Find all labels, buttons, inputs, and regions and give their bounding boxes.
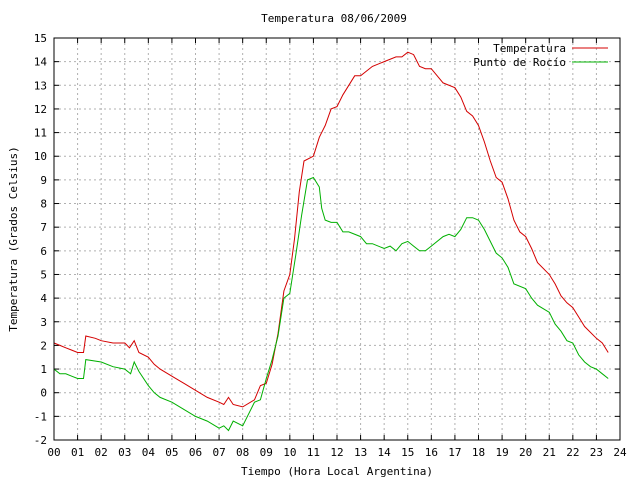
y-tick-label: -2	[34, 434, 47, 447]
y-tick-label: 9	[40, 174, 47, 187]
x-tick-label: 24	[613, 446, 627, 459]
x-tick-label: 01	[71, 446, 84, 459]
x-tick-label: 21	[543, 446, 556, 459]
legend: Temperatura Punto de Rocío	[473, 42, 608, 69]
x-tick-label: 15	[401, 446, 414, 459]
x-tick-label: 03	[118, 446, 131, 459]
y-tick-label: 5	[40, 268, 47, 281]
x-tick-label: 10	[283, 446, 296, 459]
x-tick-label: 09	[260, 446, 273, 459]
x-tick-label: 22	[566, 446, 579, 459]
x-tick-label: 17	[448, 446, 461, 459]
y-tick-label: 1	[40, 363, 47, 376]
x-axis-title: Tiempo (Hora Local Argentina)	[241, 465, 433, 478]
legend-label-temperatura: Temperatura	[493, 42, 566, 55]
y-tick-label: 7	[40, 221, 47, 234]
temperatura-line	[53, 51, 609, 408]
punto-de-rocio-line	[53, 176, 609, 432]
x-tick-label: 11	[307, 446, 320, 459]
x-tick-label: 04	[142, 446, 156, 459]
y-tick-label: 3	[40, 316, 47, 329]
y-tick-label: 15	[34, 32, 47, 45]
y-tick-label: 2	[40, 339, 47, 352]
chart-title: Temperatura 08/06/2009	[261, 12, 407, 25]
grid	[54, 38, 620, 440]
y-axis-title: Temperatura (Grados Celsius)	[7, 146, 20, 331]
y-tick-label: 14	[34, 56, 48, 69]
x-tick-label: 14	[378, 446, 392, 459]
x-tick-label: 02	[95, 446, 108, 459]
y-tick-label: 13	[34, 79, 47, 92]
x-tick-label: 20	[519, 446, 532, 459]
series-layer	[53, 51, 609, 432]
y-tick-label: 11	[34, 127, 47, 140]
x-axis-ticks: 00 01 02 03 04 05 06 07 08 09 10 11 12 13 14 15 16 17 18 19…	[47, 38, 627, 459]
y-tick-label: 12	[34, 103, 47, 116]
x-tick-label: 00	[47, 446, 60, 459]
x-tick-label: 18	[472, 446, 485, 459]
y-tick-label: 8	[40, 198, 47, 211]
y-tick-label: 4	[40, 292, 47, 305]
y-tick-label: 10	[34, 150, 47, 163]
y-tick-label: 6	[40, 245, 47, 258]
x-tick-label: 13	[354, 446, 367, 459]
y-tick-label: 0	[40, 387, 47, 400]
plot-area-border	[53, 37, 621, 441]
x-tick-label: 23	[590, 446, 603, 459]
x-tick-label: 06	[189, 446, 202, 459]
x-tick-label: 05	[165, 446, 178, 459]
x-tick-label: 08	[236, 446, 249, 459]
legend-label-punto-de-rocio: Punto de Rocío	[473, 56, 566, 69]
x-tick-label: 16	[425, 446, 438, 459]
x-tick-label: 07	[212, 446, 225, 459]
x-tick-label: 12	[330, 446, 343, 459]
x-tick-label: 19	[495, 446, 508, 459]
y-tick-label: -1	[34, 410, 47, 423]
